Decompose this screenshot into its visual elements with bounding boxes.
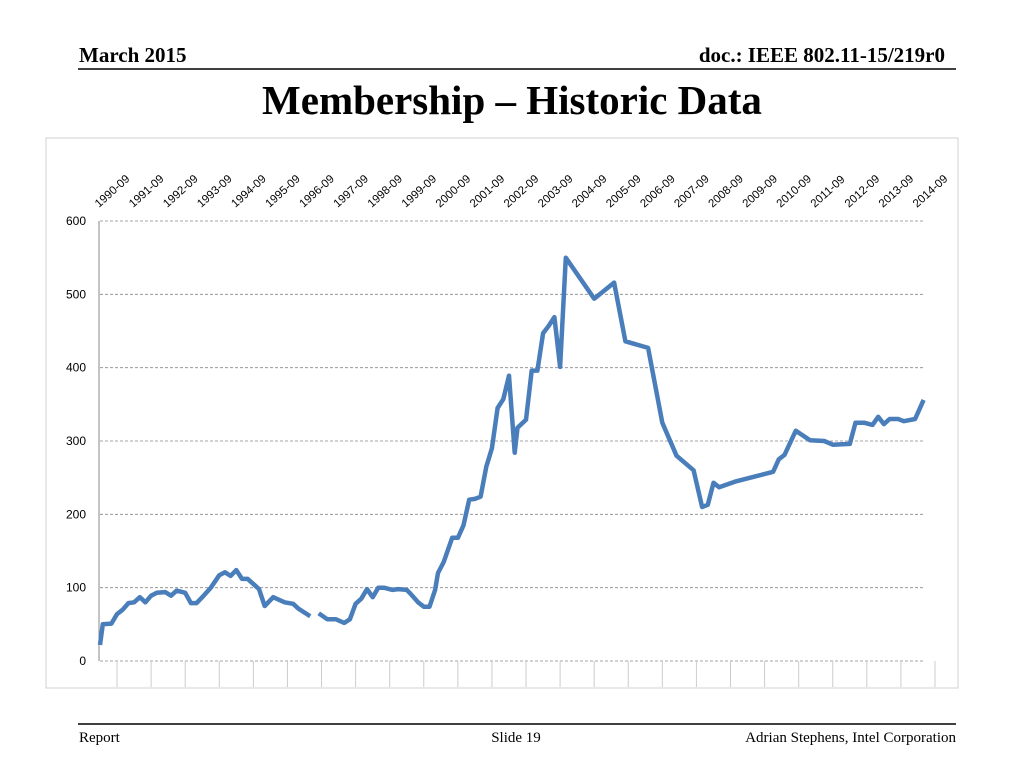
data-line [97, 255, 926, 646]
chart-frame [45, 137, 959, 689]
y-tick-label: 200 [66, 507, 86, 521]
y-tick-label: 300 [66, 434, 86, 448]
y-tick-label: 400 [66, 361, 86, 375]
footer-left: Report [79, 730, 121, 746]
y-tick-label: 100 [66, 581, 86, 595]
header-doc: doc.: IEEE 802.11-15/219r0 [699, 43, 945, 67]
slide-title: Membership – Historic Data [262, 77, 762, 123]
y-tick-label: 500 [66, 287, 86, 301]
header-date: March 2015 [79, 43, 187, 67]
y-tick-label: 0 [79, 654, 86, 668]
footer-center: Slide 19 [491, 730, 541, 746]
footer-right: Adrian Stephens, Intel Corporation [745, 730, 956, 746]
y-tick-label: 600 [66, 214, 86, 228]
